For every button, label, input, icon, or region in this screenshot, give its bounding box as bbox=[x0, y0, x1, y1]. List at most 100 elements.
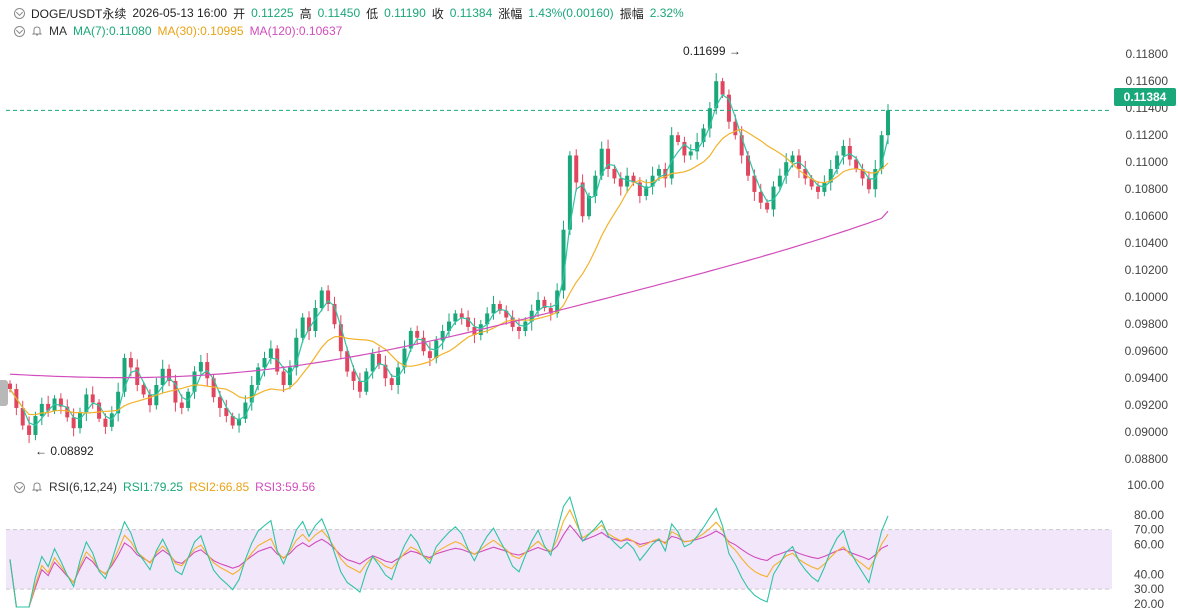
candle-body bbox=[574, 155, 579, 183]
price-axis-tick: 0.10600 bbox=[1125, 209, 1169, 223]
collapse-handle[interactable] bbox=[0, 380, 8, 406]
rsi-axis-tick: 30.00 bbox=[1134, 582, 1164, 596]
candle-body bbox=[771, 186, 776, 210]
candle-body bbox=[548, 308, 553, 314]
close-label: 收 bbox=[431, 6, 444, 21]
ma-title[interactable]: MA bbox=[49, 24, 67, 38]
ma120-line bbox=[9, 210, 889, 379]
candle-body bbox=[173, 380, 178, 403]
candle-body bbox=[65, 406, 70, 418]
candle-body bbox=[326, 290, 331, 304]
candle-body bbox=[90, 394, 95, 403]
price-axis-tick: 0.09800 bbox=[1125, 317, 1169, 331]
rsi-axis-tick: 100.00 bbox=[1127, 478, 1164, 492]
candle-body bbox=[701, 128, 706, 142]
rsi3-legend: RSI3:59.56 bbox=[255, 480, 316, 494]
candle-body bbox=[529, 310, 534, 322]
price-axis-tick: 0.10200 bbox=[1125, 263, 1169, 277]
candle-body bbox=[650, 175, 655, 187]
candle-body bbox=[586, 195, 591, 217]
price-axis-tick: 0.11000 bbox=[1126, 155, 1169, 169]
last-price-tag: 0.11384 bbox=[1114, 88, 1176, 106]
candle-body bbox=[612, 168, 617, 179]
amplitude-label: 振幅 bbox=[619, 6, 644, 21]
candle-body bbox=[84, 394, 89, 412]
candle-body bbox=[491, 303, 496, 314]
candle-body bbox=[249, 384, 254, 403]
candle-body bbox=[179, 402, 184, 408]
candle-body bbox=[421, 337, 426, 352]
candle-body bbox=[20, 407, 25, 426]
ma7-line bbox=[9, 93, 889, 427]
candle-body bbox=[866, 178, 871, 190]
candle-body bbox=[637, 182, 642, 196]
candle-body bbox=[790, 155, 795, 163]
ma7-legend: MA(7):0.11080 bbox=[73, 24, 152, 38]
candle-body bbox=[97, 402, 102, 419]
candle-body bbox=[860, 168, 865, 179]
candle-body bbox=[217, 397, 222, 408]
candle-body bbox=[739, 135, 744, 156]
bell-icon[interactable] bbox=[31, 25, 43, 37]
candle-body bbox=[294, 337, 299, 368]
candle-body bbox=[237, 418, 242, 426]
candle-body bbox=[128, 357, 133, 368]
candle-body bbox=[886, 110, 890, 136]
symbol-label[interactable]: DOGE/USDT永续 bbox=[31, 6, 127, 21]
candle-body bbox=[561, 229, 566, 291]
price-axis-tick: 0.09200 bbox=[1125, 398, 1169, 412]
candle-body bbox=[8, 383, 12, 390]
price-axis-tick: 0.11200 bbox=[1126, 128, 1169, 142]
rsi-axis-tick: 70.00 bbox=[1134, 523, 1164, 537]
candle-body bbox=[332, 303, 337, 325]
bell-icon[interactable] bbox=[31, 481, 43, 493]
candle-body bbox=[427, 351, 432, 358]
candle-body bbox=[625, 175, 630, 187]
rsi-axis-tick: 40.00 bbox=[1134, 567, 1164, 581]
candle-body bbox=[777, 175, 782, 187]
rsi1-line bbox=[9, 495, 889, 608]
candle-body bbox=[447, 321, 451, 331]
candle-body bbox=[618, 178, 623, 187]
candle-body bbox=[453, 313, 458, 322]
price-axis-tick: 0.09400 bbox=[1125, 371, 1169, 385]
candle-body bbox=[338, 324, 343, 352]
collapse-toggle-icon[interactable] bbox=[14, 7, 25, 19]
candle-body bbox=[262, 357, 267, 368]
ma30-line bbox=[9, 128, 889, 416]
rsi-collapse-icon[interactable] bbox=[14, 481, 25, 493]
candle-body bbox=[599, 148, 604, 176]
candle-body bbox=[828, 168, 833, 183]
candle-body bbox=[758, 191, 763, 203]
candle-body bbox=[606, 148, 611, 169]
candle-body bbox=[567, 155, 572, 230]
price-axis-tick: 0.10000 bbox=[1125, 290, 1169, 304]
candle-body bbox=[656, 168, 661, 176]
candle-body bbox=[879, 135, 884, 169]
rsi1-legend: RSI1:79.25 bbox=[123, 480, 184, 494]
rsi-axis-tick: 80.00 bbox=[1134, 508, 1164, 522]
candle-body bbox=[536, 299, 541, 311]
low-value: 0.11190 bbox=[384, 6, 426, 20]
candle-body bbox=[784, 162, 789, 176]
high-value: 0.11450 bbox=[317, 6, 361, 20]
candle-body bbox=[720, 81, 725, 95]
candle-body bbox=[752, 175, 757, 192]
ma-collapse-icon[interactable] bbox=[14, 25, 25, 37]
change-value: 1.43%(0.00160) bbox=[528, 6, 614, 20]
open-value: 0.11225 bbox=[251, 6, 294, 20]
close-value: 0.11384 bbox=[449, 6, 493, 20]
candle-body bbox=[542, 299, 547, 309]
high-label: 高 bbox=[299, 6, 312, 21]
rsi-legend: RSI(6,12,24) RSI1:79.25 RSI2:66.85 RSI3:… bbox=[14, 478, 315, 496]
candle-body bbox=[198, 362, 203, 372]
rsi-title[interactable]: RSI(6,12,24) bbox=[49, 480, 118, 494]
candle-body bbox=[103, 418, 108, 427]
open-label: 开 bbox=[233, 6, 246, 21]
candle-body bbox=[841, 146, 846, 156]
candle-body bbox=[835, 155, 840, 169]
candle-body bbox=[135, 367, 140, 385]
rsi-band bbox=[6, 529, 1112, 590]
candle-body bbox=[370, 353, 375, 372]
